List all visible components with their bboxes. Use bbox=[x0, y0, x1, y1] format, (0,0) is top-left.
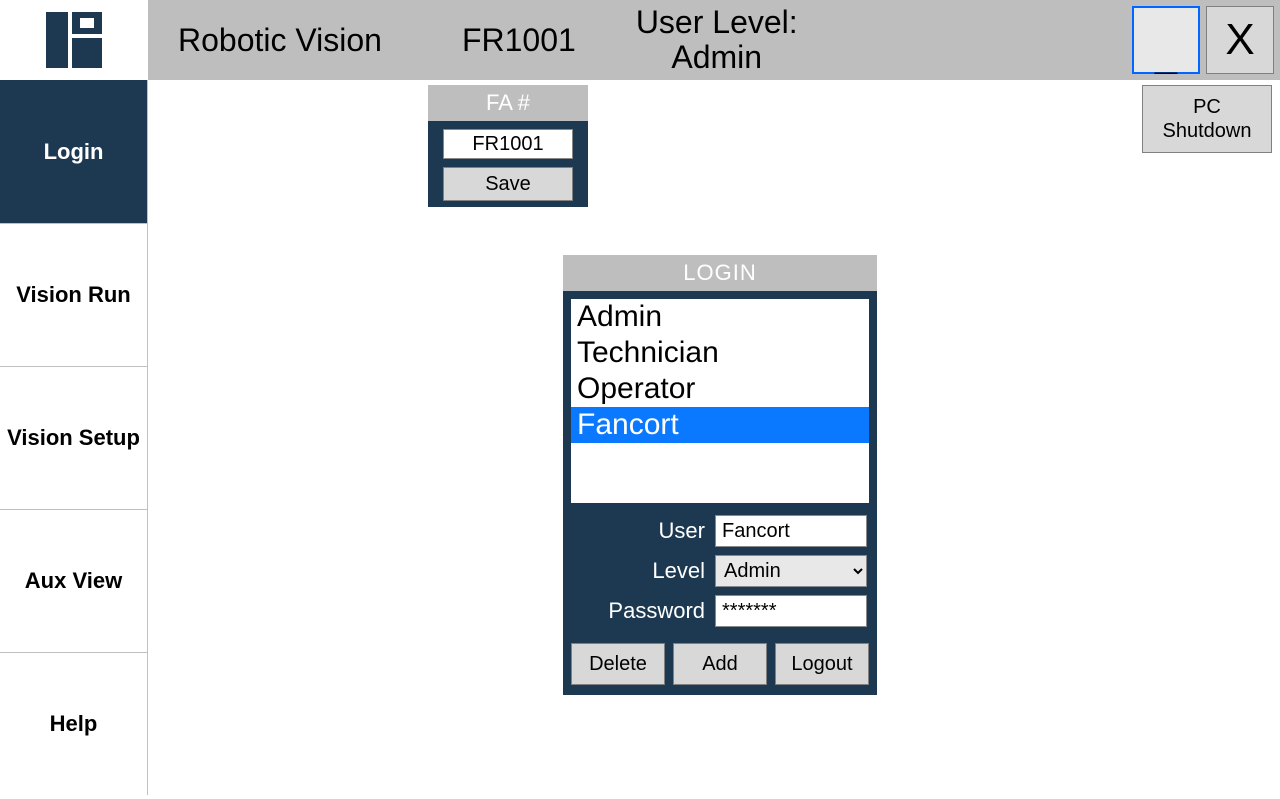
minimize-button[interactable]: _ bbox=[1132, 6, 1200, 74]
close-button[interactable]: X bbox=[1206, 6, 1274, 74]
add-button[interactable]: Add bbox=[673, 643, 767, 685]
user-label: User bbox=[659, 518, 705, 544]
level-row: Level Admin Technician Operator bbox=[573, 555, 867, 587]
sidebar-label: Vision Setup bbox=[7, 425, 140, 451]
close-icon: X bbox=[1225, 15, 1254, 65]
company-logo-icon bbox=[44, 10, 104, 70]
user-list-item[interactable]: Fancort bbox=[571, 407, 869, 443]
user-level-display: User Level: Admin bbox=[636, 5, 798, 75]
minimize-icon: _ bbox=[1155, 50, 1177, 62]
user-list-item[interactable]: Operator bbox=[571, 371, 869, 407]
window-controls: _ X bbox=[1132, 6, 1274, 74]
sidebar-label: Vision Run bbox=[16, 282, 131, 308]
sidebar-item-login[interactable]: Login bbox=[0, 80, 148, 223]
user-level-label: User Level: bbox=[636, 4, 798, 40]
sidebar-item-vision-run[interactable]: Vision Run bbox=[0, 223, 148, 366]
fa-save-button[interactable]: Save bbox=[443, 167, 573, 201]
fa-panel-title: FA # bbox=[428, 85, 588, 121]
fa-panel: FA # Save bbox=[428, 85, 588, 207]
fa-number-input[interactable] bbox=[443, 129, 573, 159]
login-actions: Delete Add Logout bbox=[563, 643, 877, 695]
login-panel-title: LOGIN bbox=[563, 255, 877, 291]
user-list-item[interactable]: Technician bbox=[571, 335, 869, 371]
pc-shutdown-button[interactable]: PC Shutdown bbox=[1142, 85, 1272, 153]
app-title: Robotic Vision bbox=[178, 22, 382, 59]
main-content: FA # Save PC Shutdown LOGIN Admin Techni… bbox=[148, 80, 1280, 799]
system-id: FR1001 bbox=[462, 22, 576, 59]
password-label: Password bbox=[608, 598, 705, 624]
sidebar-label: Login bbox=[44, 139, 104, 165]
sidebar-item-aux-view[interactable]: Aux View bbox=[0, 509, 148, 652]
sidebar-item-vision-setup[interactable]: Vision Setup bbox=[0, 366, 148, 509]
password-input[interactable] bbox=[715, 595, 867, 627]
login-form: User Level Admin Technician Operator Pas… bbox=[563, 511, 877, 643]
user-list[interactable]: Admin Technician Operator Fancort bbox=[571, 299, 869, 503]
logo-box bbox=[0, 0, 148, 80]
sidebar-label: Aux View bbox=[25, 568, 122, 594]
delete-button[interactable]: Delete bbox=[571, 643, 665, 685]
sidebar-label: Help bbox=[50, 711, 98, 737]
sidebar: Login Vision Run Vision Setup Aux View H… bbox=[0, 80, 148, 799]
logout-button[interactable]: Logout bbox=[775, 643, 869, 685]
level-select[interactable]: Admin Technician Operator bbox=[715, 555, 867, 587]
level-label: Level bbox=[652, 558, 705, 584]
user-row: User bbox=[573, 515, 867, 547]
password-row: Password bbox=[573, 595, 867, 627]
user-level-value: Admin bbox=[671, 39, 762, 75]
sidebar-item-help[interactable]: Help bbox=[0, 652, 148, 795]
user-list-item[interactable]: Admin bbox=[571, 299, 869, 335]
header-bar: Robotic Vision FR1001 User Level: Admin … bbox=[0, 0, 1280, 80]
user-input[interactable] bbox=[715, 515, 867, 547]
login-panel: LOGIN Admin Technician Operator Fancort … bbox=[563, 255, 877, 695]
